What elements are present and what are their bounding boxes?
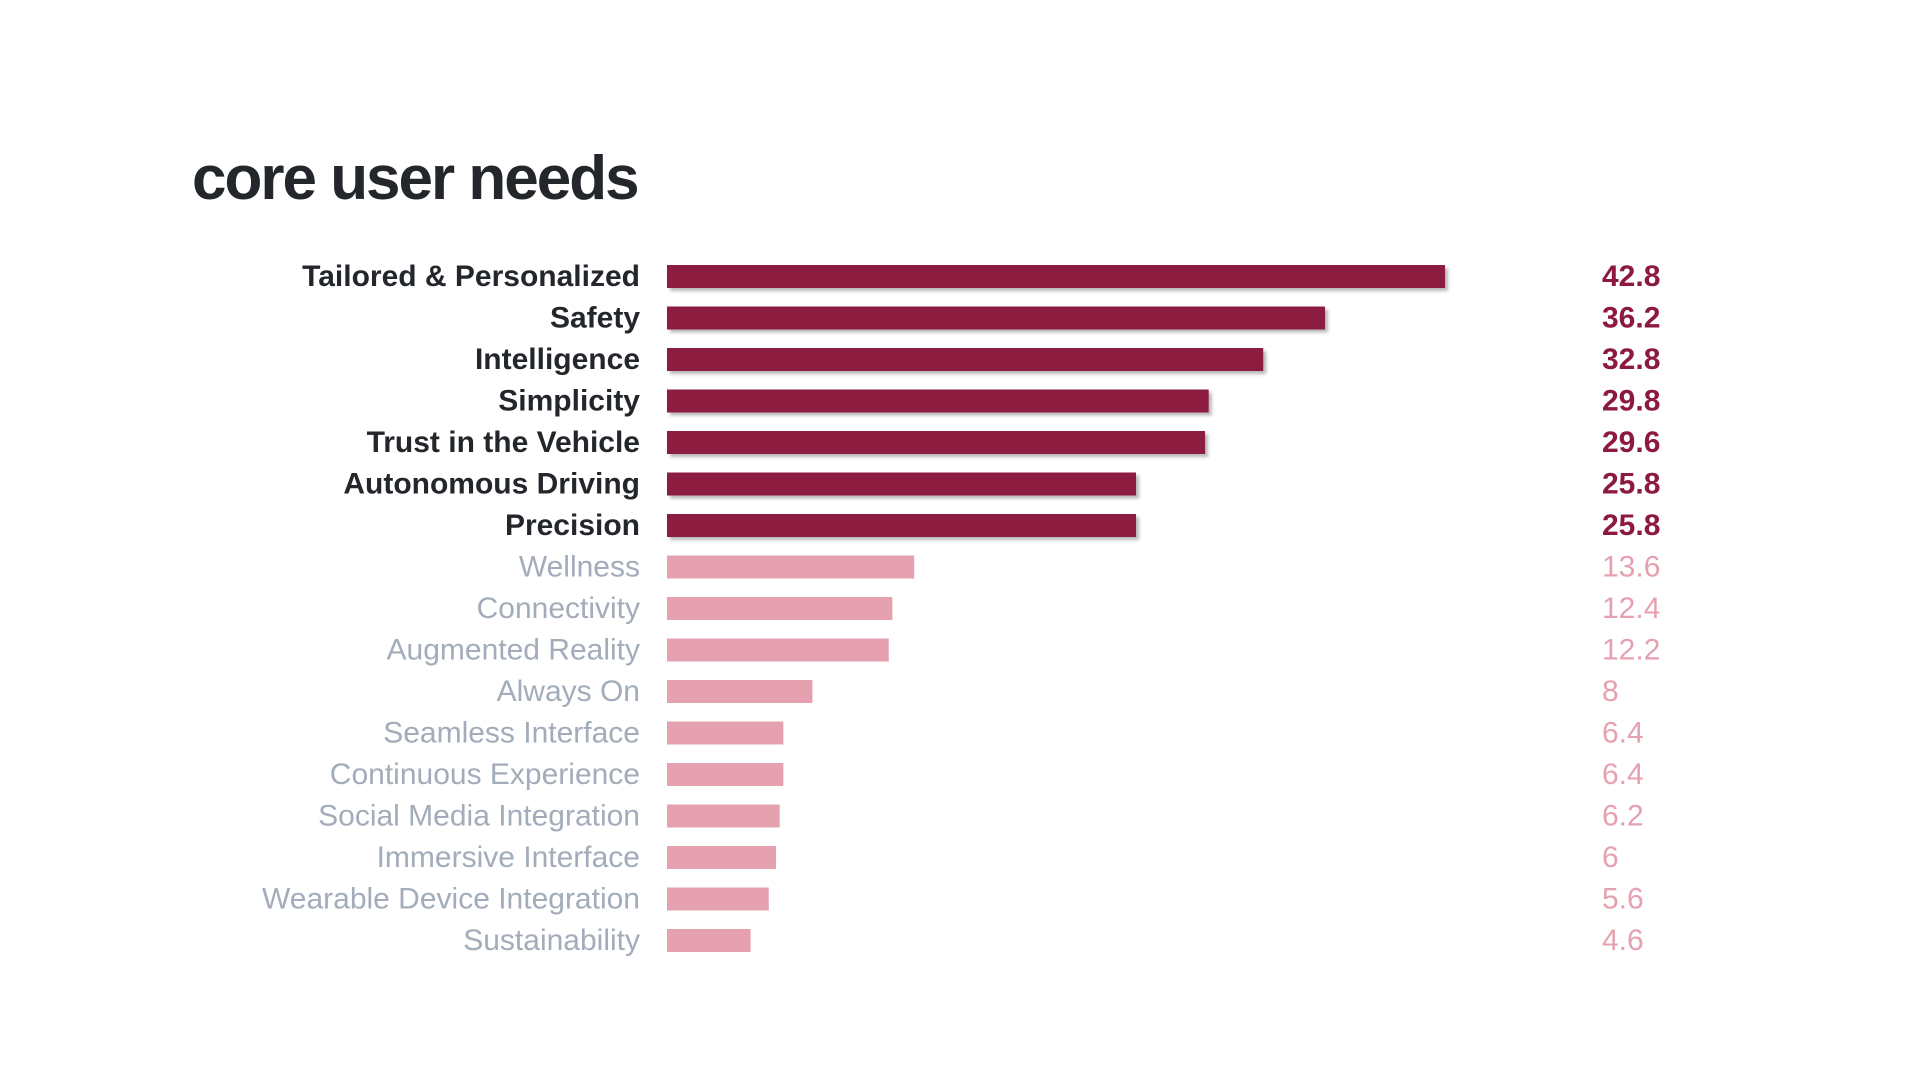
bar-wellness — [667, 555, 915, 579]
category-label-trust-in-the-vehicle: Trust in the Vehicle — [367, 426, 640, 459]
value-label-seamless-interface: 6.4 — [1602, 717, 1644, 750]
category-label-sustainability: Sustainability — [463, 924, 640, 957]
bar-simplicity — [667, 389, 1209, 413]
value-label-safety: 36.2 — [1602, 302, 1660, 335]
category-label-wearable-device-integration: Wearable Device Integration — [262, 883, 640, 916]
category-label-wellness: Wellness — [519, 551, 640, 584]
category-label-seamless-interface: Seamless Interface — [383, 717, 640, 750]
bar-precision — [667, 514, 1136, 537]
value-label-wearable-device-integration: 5.6 — [1602, 883, 1644, 916]
bar-tailored-personalized — [667, 265, 1445, 288]
bar-social-media-integration — [667, 804, 780, 828]
value-label-intelligence: 32.8 — [1602, 343, 1660, 376]
bar-augmented-reality — [667, 638, 889, 662]
value-label-trust-in-the-vehicle: 29.6 — [1602, 426, 1660, 459]
bar-connectivity — [667, 597, 893, 620]
value-label-tailored-personalized: 42.8 — [1602, 260, 1660, 293]
value-label-wellness: 13.6 — [1602, 551, 1660, 584]
value-label-immersive-interface: 6 — [1602, 841, 1619, 874]
bar-continuous-experience — [667, 763, 784, 786]
value-label-precision: 25.8 — [1602, 509, 1660, 542]
value-label-sustainability: 4.6 — [1602, 924, 1644, 957]
category-label-autonomous-driving: Autonomous Driving — [343, 468, 640, 501]
value-label-continuous-experience: 6.4 — [1602, 758, 1644, 791]
category-label-simplicity: Simplicity — [498, 385, 640, 418]
bar-trust-in-the-vehicle — [667, 431, 1206, 454]
value-label-augmented-reality: 12.2 — [1602, 634, 1660, 667]
category-label-always-on: Always On — [497, 675, 640, 708]
chart-title: core user needs — [192, 144, 640, 213]
category-label-immersive-interface: Immersive Interface — [377, 841, 640, 874]
bar-wearable-device-integration — [667, 887, 769, 911]
value-label-social-media-integration: 6.2 — [1602, 800, 1644, 833]
category-label-continuous-experience: Continuous Experience — [330, 758, 640, 791]
category-label-intelligence: Intelligence — [475, 343, 640, 376]
category-label-precision: Precision — [505, 509, 640, 542]
category-label-social-media-integration: Social Media Integration — [318, 800, 640, 833]
bar-intelligence — [667, 348, 1264, 371]
bar-autonomous-driving — [667, 472, 1136, 496]
bar-always-on — [667, 680, 813, 703]
category-label-tailored-personalized: Tailored & Personalized — [302, 260, 640, 293]
bars-group — [667, 265, 1445, 952]
value-label-autonomous-driving: 25.8 — [1602, 468, 1660, 501]
value-label-always-on: 8 — [1602, 675, 1619, 708]
category-label-augmented-reality: Augmented Reality — [387, 634, 640, 667]
category-label-safety: Safety — [550, 302, 640, 335]
value-label-simplicity: 29.8 — [1602, 385, 1660, 418]
bar-sustainability — [667, 929, 751, 952]
category-labels-group: Tailored & Personalized Safety Intelligenc… — [262, 260, 640, 957]
bar-seamless-interface — [667, 721, 784, 745]
bar-immersive-interface — [667, 846, 777, 869]
category-label-connectivity: Connectivity — [477, 592, 640, 625]
bar-safety — [667, 306, 1326, 330]
value-labels-group: 42.8 36.2 32.8 29.8 29.6 25.8 25.8 13.6 12.4 12.2… — [1602, 260, 1660, 957]
value-label-connectivity: 12.4 — [1602, 592, 1660, 625]
